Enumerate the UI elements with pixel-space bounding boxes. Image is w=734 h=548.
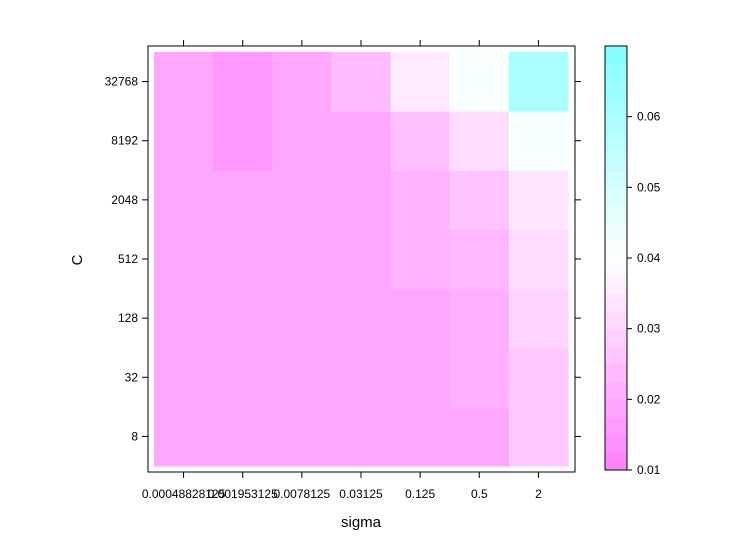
y-tick-label: 8 xyxy=(131,429,138,443)
heatmap-cell xyxy=(449,406,510,467)
colorbar-swatch xyxy=(605,346,627,365)
heatmap-cell xyxy=(331,170,392,230)
colorbar-swatch xyxy=(605,311,627,330)
x-tick-label: 0.0078125 xyxy=(273,487,330,501)
colorbar-swatch xyxy=(605,364,627,383)
heatmap-cell xyxy=(449,347,510,408)
colorbar-swatch xyxy=(605,169,627,188)
x-tick-label: 2 xyxy=(535,487,542,501)
heatmap-cell xyxy=(213,288,273,349)
heatmap-cell xyxy=(390,406,451,467)
heatmap-cell xyxy=(154,111,214,171)
y-tick-label: 512 xyxy=(118,252,138,266)
heatmap-cell xyxy=(272,229,332,290)
colorbar-swatch xyxy=(605,452,627,471)
heatmap-cell xyxy=(508,347,569,408)
colorbar-swatch xyxy=(605,187,627,206)
y-tick-label: 2048 xyxy=(111,193,138,207)
heatmap-cells xyxy=(154,52,569,467)
heatmap-cell xyxy=(508,170,569,230)
heatmap-cell xyxy=(272,347,332,408)
heatmap-cell xyxy=(272,170,332,230)
heatmap-cell xyxy=(213,406,273,467)
heatmap-cell xyxy=(213,52,273,112)
colorbar-swatch xyxy=(605,222,627,241)
heatmap-cell xyxy=(331,406,392,467)
heatmap-cell xyxy=(449,52,510,112)
heatmap-cell xyxy=(213,347,273,408)
colorbar: 0.01 0.02 0.03 0.04 0.05 0.06 xyxy=(604,45,661,477)
heatmap-cell xyxy=(508,288,569,349)
heatmap-cell xyxy=(154,288,214,349)
colorbar-swatch xyxy=(605,381,627,400)
heatmap-cell xyxy=(449,288,510,349)
x-tick-label: 0.5 xyxy=(471,487,488,501)
heatmap-cell xyxy=(390,52,451,112)
heatmap-cell xyxy=(272,406,332,467)
colorbar-swatch xyxy=(605,152,627,171)
y-tick-label: 128 xyxy=(118,311,138,325)
heatmap-cell xyxy=(390,347,451,408)
colorbar-swatch xyxy=(605,417,627,436)
colorbar-tick-label: 0.03 xyxy=(637,322,661,336)
colorbar-swatch xyxy=(605,116,627,135)
heatmap-cell xyxy=(213,111,273,171)
heatmap-cell xyxy=(508,111,569,171)
x-tick-label: 0.125 xyxy=(405,487,435,501)
x-tick-label: 0.00048828125 xyxy=(142,487,226,501)
colorbar-swatch xyxy=(605,258,627,277)
heatmap-cell xyxy=(272,288,332,349)
heatmap-cell xyxy=(449,111,510,171)
heatmap-cell xyxy=(508,406,569,467)
heatmap-cell xyxy=(213,229,273,290)
colorbar-tick-label: 0.06 xyxy=(637,110,661,124)
heatmap-cell xyxy=(331,111,392,171)
heatmap-cell xyxy=(449,170,510,230)
heatmap-cell xyxy=(508,229,569,290)
heatmap-cell xyxy=(272,52,332,112)
colorbar-swatch xyxy=(605,205,627,224)
heatmap-cell xyxy=(331,52,392,112)
x-axis-label: sigma xyxy=(341,514,382,531)
heatmap-cell xyxy=(213,170,273,230)
y-tick-label: 32768 xyxy=(105,75,139,89)
colorbar-tick-label: 0.04 xyxy=(637,251,661,265)
colorbar-swatch xyxy=(605,240,627,259)
heatmap-cell xyxy=(154,347,214,408)
colorbar-tick-label: 0.05 xyxy=(637,180,661,194)
heatmap-cell xyxy=(154,52,214,112)
colorbar-swatch xyxy=(605,434,627,453)
colorbar-swatch xyxy=(605,399,627,418)
x-tick-label: 0.001953125 xyxy=(208,487,278,501)
heatmap-cell xyxy=(390,288,451,349)
colorbar-swatch xyxy=(605,63,627,82)
heatmap-cell xyxy=(272,111,332,171)
y-tick-label: 32 xyxy=(125,370,139,384)
colorbar-tick-label: 0.02 xyxy=(637,392,661,406)
colorbar-swatch xyxy=(605,99,627,118)
heatmap-cell xyxy=(331,347,392,408)
heatmap-cell xyxy=(331,229,392,290)
colorbar-swatch xyxy=(605,328,627,347)
heatmap-cell xyxy=(390,170,451,230)
heatmap-cell xyxy=(154,170,214,230)
colorbar-swatch xyxy=(605,275,627,294)
heatmap-cell xyxy=(508,52,569,112)
heatmap-cell xyxy=(390,229,451,290)
y-axis-label: C xyxy=(69,254,86,265)
heatmap-cell xyxy=(449,229,510,290)
heatmap-cell xyxy=(154,229,214,290)
heatmap-cell xyxy=(390,111,451,171)
colorbar-swatch xyxy=(605,293,627,312)
colorbar-tick-label: 0.01 xyxy=(637,463,661,477)
colorbar-swatch xyxy=(605,134,627,153)
heatmap-cell xyxy=(154,406,214,467)
x-tick-label: 0.03125 xyxy=(339,487,383,501)
colorbar-swatch xyxy=(605,81,627,100)
heatmap-cell xyxy=(331,288,392,349)
colorbar-swatch xyxy=(605,46,627,65)
y-tick-label: 8192 xyxy=(111,134,138,148)
